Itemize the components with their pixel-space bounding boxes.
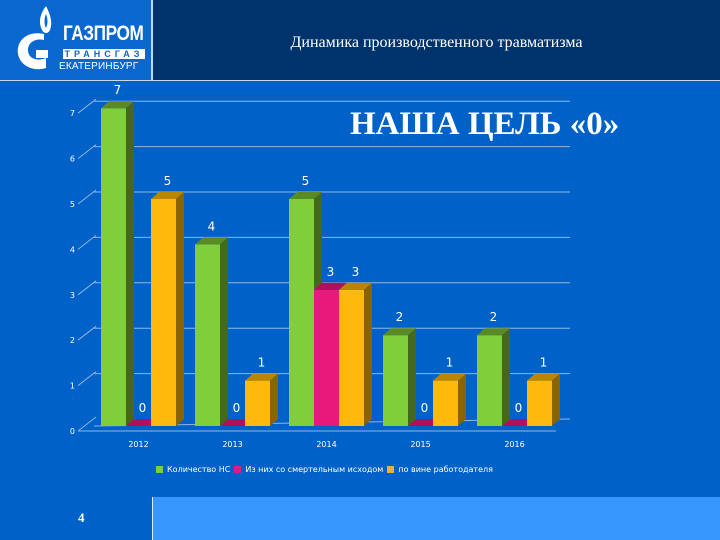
legend-swatch-magenta <box>234 466 242 473</box>
axis-tick <box>77 189 97 205</box>
axis-tick <box>77 98 97 114</box>
data-label: 2 <box>490 310 498 324</box>
footer-left <box>0 497 151 540</box>
bar <box>477 328 510 426</box>
footer-right <box>152 497 720 540</box>
bar <box>151 192 184 426</box>
data-label: 7 <box>114 83 122 97</box>
logo-line2: ТРАНСГАЗ <box>63 49 145 59</box>
data-label: 1 <box>540 356 548 370</box>
bar <box>527 373 560 426</box>
data-label: 1 <box>446 356 454 370</box>
data-label: 0 <box>139 401 147 415</box>
page-number: 4 <box>78 510 85 525</box>
chart-plot: 0 1 2 3 4 5 6 7 7 0 5 2012 4 0 1 2013 5 3 3 2014 2 0 1 2015 2 0 1 2… <box>70 83 571 449</box>
legend-label: Количество НС <box>167 465 231 474</box>
legend-swatch-orange <box>387 466 395 473</box>
logo-line3: ЕКАТЕРИНБУРГ <box>59 61 139 72</box>
data-label: 4 <box>208 219 216 233</box>
legend-label: по вине работодателя <box>398 465 493 474</box>
legend-item-employer: по вине работодателя <box>387 465 493 474</box>
axis-tick <box>77 371 97 386</box>
logo-line1: ГАЗПРОМ <box>63 22 144 45</box>
goal-annotation: НАША ЦЕЛЬ «0» <box>350 106 620 142</box>
data-label: 5 <box>164 174 172 188</box>
gazprom-flame-icon <box>17 6 52 70</box>
y-tick-label: 6 <box>70 155 75 164</box>
x-tick-label: 2012 <box>128 440 148 449</box>
legend-swatch-green <box>156 466 163 473</box>
bar <box>502 419 535 426</box>
chart-legend: Количество НС Из них со смертельным исхо… <box>156 465 493 474</box>
header-divider <box>0 80 720 81</box>
company-logo: ГАЗПРОМ ТРАНСГАЗ ЕКАТЕРИНБУРГ <box>0 0 153 80</box>
x-tick-label: 2014 <box>316 440 336 449</box>
bar <box>408 419 441 426</box>
data-label: 0 <box>233 401 241 415</box>
bar <box>220 419 253 426</box>
page-title: Динамика производственного травматизма <box>290 34 583 51</box>
bar <box>339 282 372 426</box>
y-tick-label: 0 <box>70 427 75 436</box>
x-tick-label: 2015 <box>410 440 430 449</box>
axis-tick <box>77 235 97 250</box>
data-label: 3 <box>352 265 360 279</box>
axis-tick <box>77 280 97 296</box>
data-label: 3 <box>327 265 335 279</box>
data-label: 5 <box>302 174 310 188</box>
y-tick-label: 1 <box>70 382 75 391</box>
x-tick-label: 2013 <box>222 440 242 449</box>
bar <box>195 237 228 426</box>
bar <box>126 419 159 426</box>
legend-item-total: Количество НС <box>156 465 230 474</box>
legend-item-fatal: Из них со смертельным исходом <box>234 465 383 474</box>
axis-tick <box>77 144 97 159</box>
legend-label: Из них со смертельным исходом <box>245 465 384 474</box>
bar <box>383 328 416 426</box>
y-tick-label: 7 <box>70 109 75 118</box>
bar <box>433 373 466 426</box>
data-label: 0 <box>421 401 429 415</box>
y-tick-label: 2 <box>70 336 75 345</box>
y-tick-label: 5 <box>70 200 75 209</box>
y-tick-label: 4 <box>70 245 75 254</box>
data-label: 1 <box>258 356 266 370</box>
axis-tick <box>77 416 97 432</box>
x-tick-label: 2016 <box>504 440 524 449</box>
bar <box>101 101 134 426</box>
data-label: 0 <box>515 401 523 415</box>
data-label: 2 <box>396 310 404 324</box>
bar <box>245 373 278 426</box>
y-tick-label: 3 <box>70 291 75 300</box>
axis-tick <box>77 325 97 341</box>
